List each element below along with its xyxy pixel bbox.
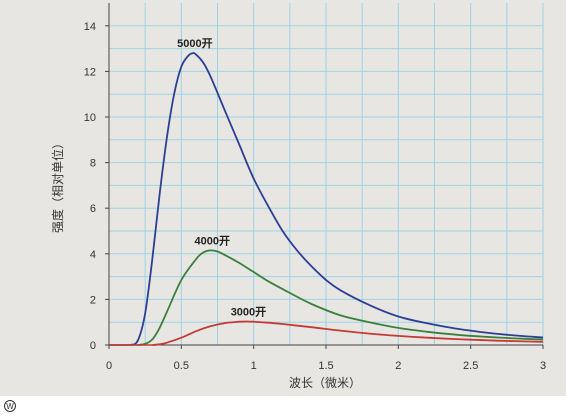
- series-line-0: [130, 52, 544, 346]
- x-tick-label: 1: [251, 360, 257, 372]
- series-label-0: 5000开: [177, 37, 212, 50]
- series-label-1: 4000开: [195, 234, 230, 247]
- y-tick-label: 4: [90, 249, 96, 261]
- wikimedia-logo-icon: W: [4, 400, 16, 412]
- x-tick-label: 1.5: [318, 360, 333, 372]
- x-tick-label: 3: [540, 360, 546, 372]
- y-tick-label: 6: [90, 203, 96, 215]
- series-layer: [109, 52, 544, 346]
- x-tick-label: 2: [395, 360, 401, 372]
- series-line-2: [152, 320, 544, 346]
- series-label-2: 3000开: [231, 306, 266, 319]
- y-tick-label: 8: [90, 158, 96, 170]
- y-tick-label: 0: [90, 340, 96, 352]
- x-axis-title: 波长（微米）: [289, 376, 361, 390]
- x-tick-label: 2.5: [463, 360, 478, 372]
- y-axis-title: 强度（相对单位）: [50, 137, 65, 233]
- chart-figure: 0 0.5 1 1.5 2 2.5 3 0 2 4 6 8 10 12 14 5000开 4000开 3000开 …: [0, 0, 566, 396]
- y-tick-label: 2: [90, 294, 96, 306]
- label-layer: 0 0.5 1 1.5 2 2.5 3 0 2 4 6 8 10 12 14 5000开 4000开 3000开: [84, 21, 546, 372]
- series-line-1: [137, 249, 544, 346]
- x-tick-label: 0: [106, 360, 112, 372]
- y-tick-label: 10: [84, 112, 96, 124]
- axis-layer: [105, 3, 544, 349]
- y-tick-label: 14: [84, 21, 96, 33]
- blackbody-chart: 0 0.5 1 1.5 2 2.5 3024681012145000开4000开3000开 …: [50, 3, 546, 390]
- x-tick-label: 0.5: [174, 360, 189, 372]
- y-tick-label: 12: [84, 66, 96, 78]
